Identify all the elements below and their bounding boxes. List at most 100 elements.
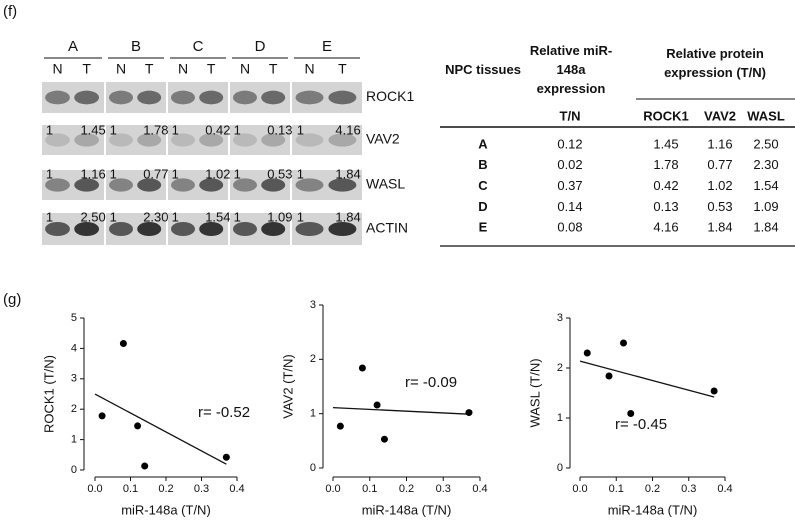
ratio-label: 1.84 <box>335 166 360 181</box>
scatter-point <box>98 412 106 420</box>
blot-band <box>199 133 224 147</box>
table-header: Relative miR-148a expression <box>529 43 613 96</box>
ratio-label: 1 <box>110 122 117 137</box>
scatter-point <box>336 422 344 430</box>
table-subheader: VAV2 <box>704 108 736 123</box>
blot-band <box>199 90 224 105</box>
blot-band <box>233 221 257 237</box>
table-cell: 0.08 <box>557 220 582 235</box>
x-tick-label: 0.0 <box>572 483 587 495</box>
lane-label: T <box>82 61 91 77</box>
ratio-label: 1 <box>46 122 53 137</box>
ratio-label: 1.45 <box>80 122 105 137</box>
table-cell: E <box>479 220 488 235</box>
y-tick-label: 1 <box>310 408 316 420</box>
blot-band <box>261 133 286 147</box>
ratio-label: 1 <box>297 122 304 137</box>
blot-band <box>295 221 324 237</box>
blot-band <box>45 133 70 147</box>
lane-label: T <box>145 61 154 77</box>
y-axis-label: WASL (T/N) <box>527 358 542 427</box>
x-tick-label: 0.0 <box>87 483 102 495</box>
y-tick-label: 5 <box>71 312 77 324</box>
ratio-label: 0.53 <box>267 166 292 181</box>
trend-line <box>579 360 715 398</box>
blot-band <box>328 133 357 147</box>
table-cell: 0.42 <box>653 178 678 193</box>
table-cell: 1.54 <box>753 178 778 193</box>
ratio-label: 1.02 <box>205 166 230 181</box>
ratio-label: 1 <box>110 166 117 181</box>
y-tick-label: 2 <box>310 353 316 365</box>
ratio-label: 0.42 <box>205 122 230 137</box>
y-tick-label: 2 <box>71 403 77 415</box>
blot-panel <box>292 125 362 155</box>
group-label: C <box>193 38 204 55</box>
blot-band <box>328 221 357 237</box>
scatter-point <box>222 453 230 461</box>
table-cell: B <box>478 157 487 172</box>
ratio-label: 2.30 <box>143 209 168 224</box>
x-tick-label: 0.2 <box>158 483 173 495</box>
blot-band <box>74 221 100 237</box>
blot-band <box>328 90 357 105</box>
ratio-label: 1 <box>234 122 241 137</box>
ratio-label: 1 <box>46 209 53 224</box>
x-tick-label: 0.1 <box>123 483 138 495</box>
trend-line <box>94 393 227 465</box>
panel-label: (g) <box>3 291 21 308</box>
x-tick-label: 0.1 <box>362 483 377 495</box>
table-cell: 0.12 <box>557 136 582 151</box>
y-tick-label: 0 <box>310 462 316 474</box>
blot-band <box>137 90 162 105</box>
lane-label: T <box>207 61 216 77</box>
table-cell: 4.16 <box>653 220 678 235</box>
ratio-label: 1 <box>110 209 117 224</box>
table-cell: D <box>478 199 487 214</box>
x-tick-label: 0.4 <box>472 483 487 495</box>
y-tick-label: 4 <box>71 342 77 354</box>
blot-band <box>261 221 286 237</box>
table-cell: A <box>478 136 488 151</box>
blot-band <box>74 178 100 192</box>
ratio-label: 1.16 <box>80 166 105 181</box>
blot-band <box>171 221 195 237</box>
y-axis-label: VAV2 (T/N) <box>280 354 295 419</box>
ratio-label: 1 <box>297 166 304 181</box>
table-cell: 0.02 <box>557 157 582 172</box>
table-cell: C <box>478 178 488 193</box>
blot-band <box>74 133 100 147</box>
blot-band <box>171 133 195 147</box>
blot-panel <box>230 125 290 155</box>
x-axis-label: miR-148a (T/N) <box>362 502 452 517</box>
x-tick-label: 0.1 <box>609 483 624 495</box>
x-tick-label: 0.4 <box>229 483 244 495</box>
group-label: B <box>131 38 141 55</box>
table-cell: 0.13 <box>653 199 678 214</box>
lane-label: N <box>52 61 62 77</box>
blot-panel <box>168 125 228 155</box>
ratio-label: 1 <box>297 209 304 224</box>
blot-band <box>199 178 224 192</box>
table-cell: 1.84 <box>707 220 732 235</box>
blot-band <box>109 90 133 105</box>
blot-band <box>137 133 162 147</box>
blot-band <box>109 178 133 192</box>
blot-band <box>45 221 70 237</box>
x-tick-label: 0.0 <box>325 483 340 495</box>
ratio-label: 1.84 <box>335 209 360 224</box>
annotation: r= -0.52 <box>198 404 250 421</box>
x-axis-label: miR-148a (T/N) <box>608 502 698 517</box>
x-tick-label: 0.3 <box>194 483 209 495</box>
x-tick-label: 0.3 <box>681 483 696 495</box>
ratio-label: 1 <box>234 166 241 181</box>
ratio-label: 1 <box>172 209 179 224</box>
lane-label: T <box>269 61 278 77</box>
scatter-point <box>358 364 366 372</box>
ratio-label: 0.77 <box>143 166 168 181</box>
scatter-point <box>119 340 127 348</box>
blot-band <box>45 178 70 192</box>
y-axis-label: ROCK1 (T/N) <box>41 355 56 433</box>
scatter-point <box>465 409 473 417</box>
table-cell: 1.78 <box>653 157 678 172</box>
